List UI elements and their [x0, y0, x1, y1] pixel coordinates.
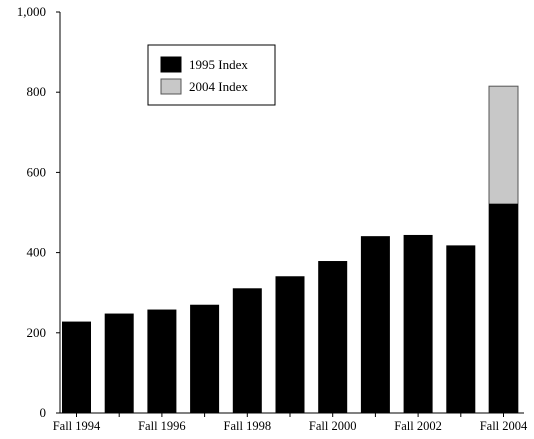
x-tick-label: Fall 2000: [309, 419, 357, 433]
bar-1995-index: [62, 321, 91, 413]
legend: 1995 Index 2004 Index: [147, 44, 276, 106]
y-tick-label: 200: [27, 325, 47, 340]
x-tick-label: Fall 1994: [53, 419, 101, 433]
y-tick-label: 1,000: [17, 4, 46, 19]
bar-1995-index: [403, 234, 433, 413]
bar-1995-index: [446, 245, 476, 413]
bar-1995-index: [190, 304, 220, 413]
y-tick-label: 0: [40, 405, 47, 420]
bar-1995-index: [104, 313, 134, 413]
y-tick-label: 600: [27, 164, 47, 179]
bar-1995-index: [232, 288, 262, 413]
x-tick-label: Fall 2004: [480, 419, 528, 433]
bars-layer: [62, 85, 519, 414]
y-tick-label: 800: [27, 84, 47, 99]
legend-box: [147, 44, 276, 106]
bar-1995-index: [318, 261, 348, 413]
bar-1995-index: [489, 203, 518, 413]
bar-1995-index: [147, 309, 177, 413]
legend-swatch: [160, 78, 182, 95]
legend-label: 1995 Index: [189, 57, 248, 72]
x-tick-label: Fall 2002: [394, 419, 442, 433]
x-tick-label: Fall 1996: [138, 419, 186, 433]
legend-swatch: [160, 56, 182, 73]
axes-layer: [59, 12, 524, 414]
bar-1995-index: [360, 236, 390, 413]
y-tick-label: 400: [27, 245, 47, 260]
legend-label: 2004 Index: [189, 79, 248, 94]
bar-1995-index: [275, 276, 305, 413]
ticks-layer: 0 200 400 600 800 1,000 Fall 1994 Fall 1996 Fall…: [17, 4, 528, 433]
x-tick-label: Fall 1998: [224, 419, 272, 433]
